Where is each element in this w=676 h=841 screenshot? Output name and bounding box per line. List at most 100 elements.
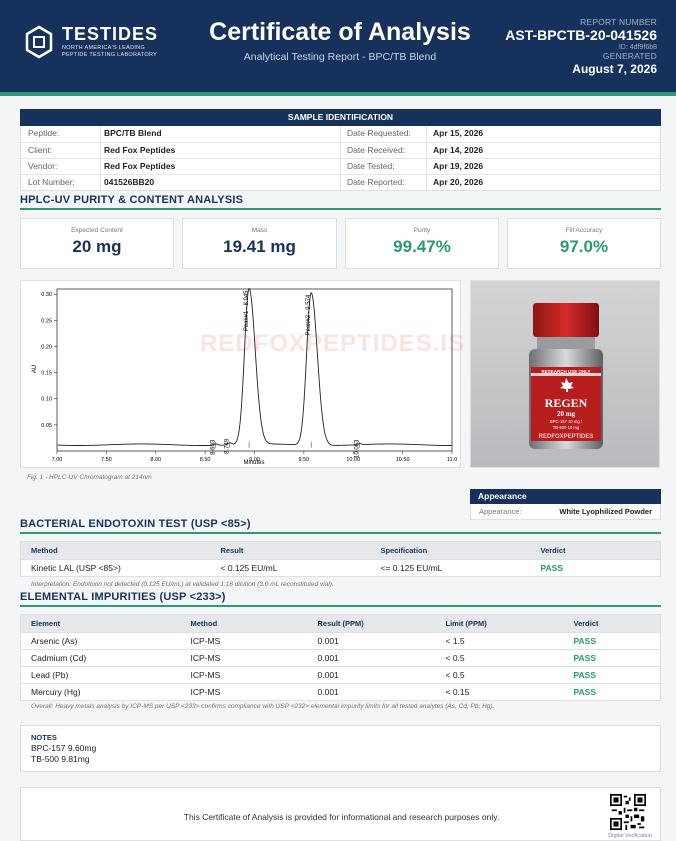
vial-footer-text: REDFOXPEPTIDES (539, 434, 594, 440)
stat-value: 99.47% (393, 237, 451, 256)
column-header: Verdict (530, 541, 661, 560)
endotoxin-table: Method Result Specification Verdict Kine… (20, 541, 661, 577)
sample-grid: Peptide: BPC/TB Blend Date Requested: Ap… (20, 126, 661, 191)
y-tick-label: 0.10 (41, 397, 52, 403)
cell-method: Kinetic LAL (USP <85>) (20, 559, 211, 577)
qr-code-icon[interactable] (610, 794, 646, 830)
report-header: TESTIDES NORTH AMERICA'S LEADING PEPTIDE… (0, 0, 676, 92)
stat-mass: Mass 19.41 mg (182, 218, 337, 269)
cell-method: ICP-MS (180, 632, 308, 650)
qr-label: Digital Verification (608, 833, 652, 839)
column-header: Method (20, 541, 211, 560)
appearance-label: Appearance: (479, 507, 522, 516)
cell-result: < 0.125 EU/mL (210, 559, 371, 577)
stat-label: Mass (251, 227, 268, 234)
section-divider (20, 605, 661, 607)
cell-verdict: PASS (563, 632, 661, 650)
x-tick-label: 9.00 (249, 457, 260, 463)
sample-row: Lot Number: 041526BB20 Date Reported: Ap… (21, 174, 660, 190)
appearance-value: White Lyophilized Powder (559, 507, 652, 516)
y-tick-label: 0.05 (41, 423, 52, 429)
cell-verdict: PASS (563, 649, 661, 667)
field-value: 041526BB20 (101, 175, 341, 190)
page-subtitle: Analytical Testing Report - BPC/TB Blend (243, 51, 437, 63)
section-divider (20, 532, 661, 534)
x-tick-label: 10.00 (346, 457, 360, 463)
column-header: Result (210, 541, 371, 560)
cell-limit: < 0.5 (435, 649, 564, 667)
hplc-section-title: HPLC-UV PURITY & CONTENT ANALYSIS (20, 194, 244, 206)
vial-line-2: TB-500 10 mg (553, 425, 580, 430)
vial-illustration: RESEARCH USE ONLY REGEN 20 mg BPC-157 10… (471, 281, 659, 467)
maple-leaf-icon (560, 378, 574, 392)
peak-label: 8.749 (225, 438, 231, 454)
vial-dose: 20 mg (557, 410, 576, 418)
y-tick-label: 0.30 (41, 292, 52, 298)
endotoxin-section-title: BACTERIAL ENDOTOXIN TEST (USP <85>) (20, 518, 251, 530)
field-label: Date Requested: (341, 126, 427, 142)
page-title: Certificate of Analysis (209, 18, 471, 46)
column-header: Limit (PPM) (435, 614, 564, 633)
table-header-row: Method Result Specification Verdict (20, 541, 661, 560)
peak-label: 8.603 (210, 439, 216, 455)
column-header: Element (20, 614, 181, 633)
elemental-overall-note: Overall: Heavy metals analysis by ICP-MS… (31, 703, 495, 710)
cell-element: Lead (Pb) (20, 666, 181, 684)
field-value: Apr 19, 2026 (433, 161, 484, 171)
appearance-row: Appearance: White Lyophilized Powder (470, 504, 661, 520)
plot-frame (56, 288, 453, 452)
section-divider (20, 208, 661, 210)
vial-brand: REGEN (545, 396, 588, 410)
logo-name: TESTIDES (62, 24, 159, 44)
cell-specification: <= 0.125 EU/mL (370, 559, 531, 577)
stat-label: Expected Content (71, 227, 123, 234)
footer: This Certificate of Analysis is provided… (20, 787, 661, 841)
sample-row: Vendor: Red Fox Peptides Date Tested: Ap… (21, 158, 660, 174)
y-axis-label: AU (32, 365, 38, 373)
column-header: Verdict (563, 614, 661, 633)
logo-tagline-1: NORTH AMERICA'S LEADING (62, 45, 146, 51)
product-photo: RESEARCH USE ONLY REGEN 20 mg BPC-157 10… (470, 280, 660, 468)
testides-logo: TESTIDES NORTH AMERICA'S LEADING PEPTIDE… (24, 24, 158, 59)
stat-label: Fill Accuracy (565, 227, 603, 234)
stat-value: 20 mg (72, 237, 122, 256)
field-value: Apr 15, 2026 (433, 128, 484, 138)
cell-method: ICP-MS (180, 666, 308, 684)
cell-result: 0.001 (307, 632, 436, 650)
vial-line-1: BPC-157 10 mg / (550, 419, 583, 424)
cell-limit: < 0.5 (435, 666, 564, 684)
cell-verdict: PASS (530, 559, 661, 577)
cell-result: 0.001 (307, 683, 436, 701)
cell-method: ICP-MS (180, 649, 308, 667)
sample-identification: SAMPLE IDENTIFICATION Peptide: BPC/TB Bl… (20, 109, 661, 191)
watermark-text: REDFOXPEPTIDES.IS (200, 330, 466, 357)
note-line: BPC-157 9.60mg (31, 743, 97, 753)
table-row: Arsenic (As) ICP-MS 0.001 < 1.5 PASS (20, 632, 661, 650)
cell-result: 0.001 (307, 666, 436, 684)
generated-date: August 7, 2026 (572, 62, 657, 76)
appearance-title: Appearance (470, 489, 661, 504)
notes-box: NOTES BPC-157 9.60mg TB-500 9.81mg (20, 725, 661, 772)
report-id: ID: 4df9f6b8 (618, 44, 657, 51)
field-label: Lot Number: (21, 175, 101, 190)
y-tick-label: 0.25 (41, 318, 52, 324)
cell-result: 0.001 (307, 649, 436, 667)
table-row: Kinetic LAL (USP <85>) < 0.125 EU/mL <= … (20, 559, 661, 577)
y-tick-label: 0.15 (41, 371, 52, 377)
stat-value: 19.41 mg (223, 237, 296, 256)
chromatogram-chart: 7.00 7.50 8.00 8.50 9.00 9.50 10.00 10.50 11.0 0.… (32, 287, 457, 466)
footer-disclaimer: This Certificate of Analysis is provided… (183, 812, 500, 822)
appearance-box: Appearance Appearance: White Lyophilized… (470, 489, 661, 520)
x-axis-label: Minutes (243, 460, 264, 466)
report-number-label: REPORT NUMBER (580, 17, 657, 27)
chromatogram-panel: 7.00 7.50 8.00 8.50 9.00 9.50 10.00 10.50 11.0 0.… (20, 280, 461, 468)
x-tick-label: 10.50 (396, 457, 410, 463)
peak-label: Peak#2 - 9.574 (306, 294, 312, 335)
stat-fill-accuracy: Fill Accuracy 97.0% (507, 218, 661, 269)
stat-label: Purity (413, 227, 431, 234)
cell-limit: < 0.15 (435, 683, 564, 701)
column-header: Method (180, 614, 308, 633)
field-label: Date Received: (341, 143, 427, 158)
logo-tagline-2: PEPTIDE TESTING LABORATORY (62, 52, 158, 58)
report-number: AST-BPCTB-20-041526 (505, 27, 657, 43)
